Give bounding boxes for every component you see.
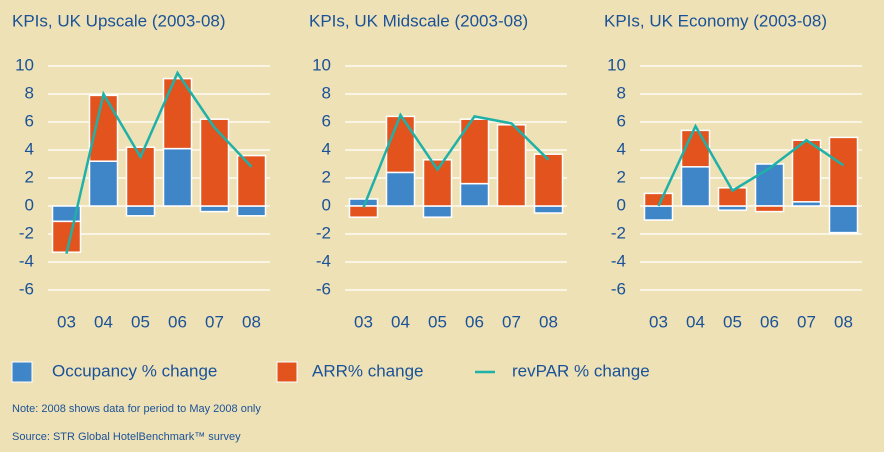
y-tick-label: 0 [322, 195, 331, 214]
legend-swatch [11, 361, 33, 383]
x-tick-label: 03 [57, 312, 76, 331]
x-tick-label: 05 [131, 312, 150, 331]
bar [717, 187, 748, 207]
y-tick-label: -2 [19, 223, 34, 242]
y-tick-label: 4 [617, 139, 626, 158]
note: Note: 2008 shows data for period to May … [12, 403, 261, 415]
bar [643, 205, 674, 221]
bar [162, 77, 193, 150]
y-tick-label: 6 [25, 111, 34, 130]
chart-title: KPIs, UK Midscale (2003-08) [309, 11, 528, 30]
bar [199, 205, 230, 213]
bar [754, 163, 785, 207]
bar [533, 205, 564, 214]
bar [791, 139, 822, 203]
x-tick-label: 07 [797, 312, 816, 331]
y-tick-label: 4 [25, 139, 34, 158]
bar [385, 171, 416, 207]
legend-label: revPAR % change [512, 361, 650, 380]
x-tick-label: 08 [242, 312, 261, 331]
y-tick-label: 2 [322, 167, 331, 186]
y-tick-label: 2 [25, 167, 34, 186]
x-tick-label: 08 [539, 312, 558, 331]
y-tick-label: 10 [607, 55, 626, 74]
bar [496, 124, 527, 207]
y-tick-label: -6 [19, 279, 34, 298]
bar [125, 205, 156, 217]
y-tick-label: 10 [312, 55, 331, 74]
y-tick-label: 8 [617, 83, 626, 102]
x-tick-label: 03 [354, 312, 373, 331]
bar [348, 205, 379, 218]
y-tick-label: -6 [611, 279, 626, 298]
y-tick-label: -4 [19, 251, 34, 270]
x-tick-label: 08 [834, 312, 853, 331]
x-tick-label: 05 [428, 312, 447, 331]
y-tick-label: 6 [617, 111, 626, 130]
y-tick-label: 0 [25, 195, 34, 214]
y-tick-label: 6 [322, 111, 331, 130]
x-tick-label: 05 [723, 312, 742, 331]
y-tick-label: -2 [611, 223, 626, 242]
y-tick-label: 0 [617, 195, 626, 214]
x-tick-label: 07 [205, 312, 224, 331]
bar [236, 154, 267, 207]
line [362, 112, 550, 208]
y-tick-label: 2 [617, 167, 626, 186]
bar [162, 147, 193, 207]
bar [422, 159, 453, 207]
line [65, 70, 253, 254]
y-tick-label: 8 [25, 83, 34, 102]
chart-title: KPIs, UK Economy (2003-08) [604, 11, 827, 30]
bar [828, 136, 859, 207]
bar [754, 205, 785, 213]
legend-label: ARR% change [312, 361, 424, 380]
y-tick-label: -6 [316, 279, 331, 298]
bar [199, 118, 230, 207]
x-tick-label: 07 [502, 312, 521, 331]
y-tick-label: 10 [15, 55, 34, 74]
bar [385, 115, 416, 174]
line [657, 123, 845, 207]
bar [680, 166, 711, 207]
legend-label: Occupancy % change [52, 361, 217, 380]
y-tick-label: -4 [611, 251, 626, 270]
x-tick-label: 06 [168, 312, 187, 331]
x-tick-label: 03 [649, 312, 668, 331]
bar [533, 153, 564, 207]
y-tick-label: 4 [322, 139, 331, 158]
x-tick-label: 06 [760, 312, 779, 331]
chart-title: KPIs, UK Upscale (2003-08) [12, 11, 226, 30]
bar [51, 220, 82, 253]
note: Source: STR Global HotelBenchmark™ surve… [12, 431, 241, 443]
bar [236, 205, 267, 217]
y-tick-label: 8 [322, 83, 331, 102]
bar [88, 160, 119, 207]
x-tick-label: 04 [391, 312, 410, 331]
y-tick-label: -4 [316, 251, 331, 270]
legend-swatch [276, 361, 298, 383]
bar [422, 205, 453, 218]
y-tick-label: -2 [316, 223, 331, 242]
x-tick-label: 06 [465, 312, 484, 331]
bar [459, 182, 490, 207]
x-tick-label: 04 [94, 312, 113, 331]
bar [88, 94, 119, 162]
x-tick-label: 04 [686, 312, 705, 331]
bar [828, 205, 859, 234]
